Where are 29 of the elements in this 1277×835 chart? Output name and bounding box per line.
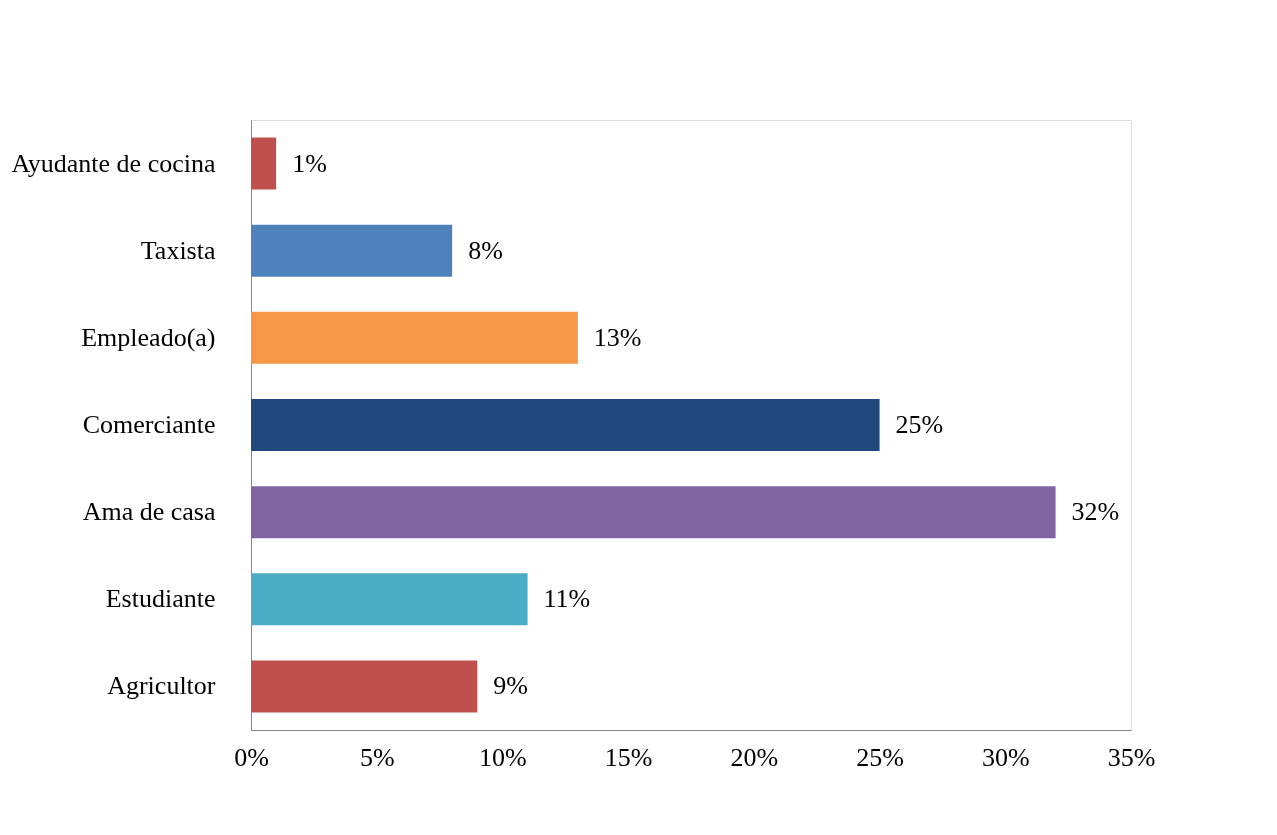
x-tick-label: 10% — [479, 742, 527, 772]
bar — [251, 486, 1056, 539]
y-tick-label: Comerciante — [82, 410, 216, 439]
data-label: 25% — [895, 410, 944, 439]
bar — [251, 573, 528, 626]
x-tick-label: 5% — [359, 742, 395, 772]
bar — [251, 399, 880, 451]
x-tick-label: 25% — [856, 742, 904, 772]
bar — [251, 660, 478, 713]
y-tick-label: Estudiante — [105, 584, 216, 614]
data-label: 1% — [292, 148, 327, 178]
x-tick-label: 35% — [1107, 742, 1156, 772]
x-tick-label: 30% — [981, 742, 1030, 772]
y-tick-label: Agricultor — [107, 671, 216, 701]
y-tick-label: Ayudante de cocina — [11, 148, 216, 178]
data-label: 9% — [493, 671, 528, 701]
bar — [251, 224, 453, 277]
x-tick-label: 0% — [234, 742, 269, 772]
x-tick-label: 20% — [730, 742, 779, 772]
y-tick-label: Taxista — [140, 235, 216, 265]
data-label: 11% — [543, 584, 591, 614]
data-label: 13% — [593, 322, 642, 352]
bar — [251, 137, 277, 190]
y-tick-label: Empleado(a) — [81, 322, 216, 352]
y-tick-label: Ama de casa — [82, 497, 216, 527]
x-tick-label: 15% — [604, 742, 653, 772]
data-label: 8% — [468, 235, 503, 265]
bar — [251, 311, 578, 364]
data-label: 32% — [1071, 497, 1120, 527]
